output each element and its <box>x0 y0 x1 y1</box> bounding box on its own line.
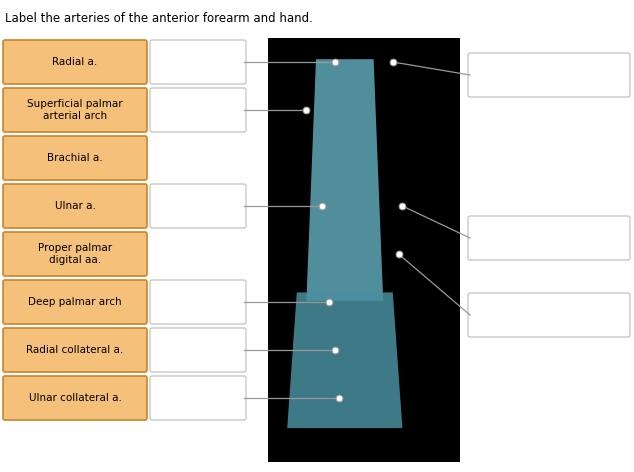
FancyBboxPatch shape <box>150 376 246 420</box>
FancyBboxPatch shape <box>3 376 147 420</box>
FancyBboxPatch shape <box>3 280 147 324</box>
FancyBboxPatch shape <box>150 280 246 324</box>
Text: Proper palmar
digital aa.: Proper palmar digital aa. <box>38 243 112 265</box>
Bar <box>268 38 460 462</box>
Text: Ulnar a.: Ulnar a. <box>55 201 96 211</box>
Text: Radial a.: Radial a. <box>53 57 98 67</box>
FancyBboxPatch shape <box>468 293 630 337</box>
FancyBboxPatch shape <box>150 184 246 228</box>
FancyBboxPatch shape <box>3 328 147 372</box>
FancyBboxPatch shape <box>3 184 147 228</box>
Polygon shape <box>306 59 383 301</box>
Text: Superficial palmar
arterial arch: Superficial palmar arterial arch <box>27 99 123 121</box>
FancyBboxPatch shape <box>150 88 246 132</box>
FancyBboxPatch shape <box>3 88 147 132</box>
Text: Deep palmar arch: Deep palmar arch <box>28 297 122 307</box>
FancyBboxPatch shape <box>468 53 630 97</box>
FancyBboxPatch shape <box>3 232 147 276</box>
Polygon shape <box>287 292 403 428</box>
FancyBboxPatch shape <box>3 40 147 84</box>
FancyBboxPatch shape <box>3 136 147 180</box>
FancyBboxPatch shape <box>150 40 246 84</box>
FancyBboxPatch shape <box>150 328 246 372</box>
Text: Radial collateral a.: Radial collateral a. <box>27 345 124 355</box>
FancyBboxPatch shape <box>468 216 630 260</box>
Text: Brachial a.: Brachial a. <box>47 153 103 163</box>
Text: Ulnar collateral a.: Ulnar collateral a. <box>29 393 122 403</box>
Text: Label the arteries of the anterior forearm and hand.: Label the arteries of the anterior forea… <box>5 12 313 25</box>
